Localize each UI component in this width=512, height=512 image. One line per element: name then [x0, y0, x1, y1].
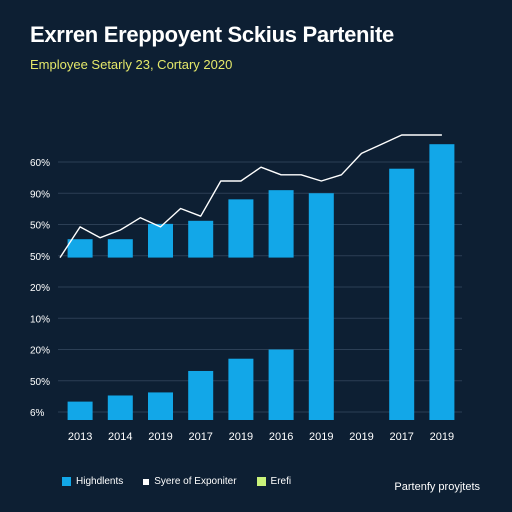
footnote: Partenfy proyjtets: [394, 481, 480, 493]
legend-swatch-erefi: [256, 477, 266, 486]
bar: [188, 220, 214, 258]
bar: [107, 239, 133, 258]
legend-label-syere: Syere of Exponiter: [154, 476, 237, 487]
x-tick-label: 2019: [309, 431, 333, 443]
legend-label-highdlents: Highdlents: [76, 476, 124, 487]
x-tick-label: 2019: [430, 431, 454, 443]
bar: [389, 168, 415, 420]
legend-swatch-syere: [143, 478, 150, 485]
y-tick-label: 10%: [30, 314, 50, 325]
x-tick-label: 2019: [148, 431, 172, 443]
bar: [228, 199, 254, 258]
y-tick-label: 60%: [30, 158, 50, 169]
y-tick-label: 50%: [30, 221, 50, 232]
chart-title: Exrren Ereppoyent Sckius Partenite: [30, 22, 394, 47]
bar: [107, 395, 133, 420]
x-tick-label: 2017: [389, 431, 413, 443]
bar: [429, 144, 455, 420]
bar: [188, 370, 214, 420]
legend-item-syere: Syere of Exponiter: [143, 476, 237, 487]
bar: [67, 239, 93, 258]
y-tick-label: 90%: [30, 189, 50, 200]
x-tick-label: 2017: [188, 431, 212, 443]
bar: [148, 223, 173, 258]
x-tick-label: 2016: [269, 431, 293, 443]
y-tick-label: 50%: [30, 252, 50, 263]
y-tick-label: 20%: [30, 283, 50, 294]
bar: [308, 193, 334, 420]
bar: [228, 358, 254, 420]
bar: [268, 190, 294, 258]
x-tick-label: 2019: [349, 431, 373, 443]
y-tick-label: 50%: [30, 377, 50, 388]
y-tick-label: 20%: [30, 346, 50, 357]
legend-item-highdlents: Highdlents: [62, 476, 123, 487]
y-tick-label: 6%: [30, 408, 45, 419]
legend-item-erefi: Erefi: [256, 476, 292, 487]
x-tick-label: 2014: [108, 431, 132, 443]
legend-label-erefi: Erefi: [270, 476, 292, 487]
x-tick-label: 2019: [229, 431, 253, 443]
series-line: [59, 134, 442, 258]
x-tick-label: 2013: [68, 431, 92, 443]
chart-subtitle: Employee Setarly 23, Cortary 2020: [30, 57, 233, 72]
legend-swatch-highdlents: [62, 477, 71, 486]
legend: Highdlents Syere of Exponiter Erefi: [62, 476, 311, 487]
bar: [268, 349, 294, 420]
bar: [67, 401, 93, 420]
bar: [148, 392, 173, 420]
